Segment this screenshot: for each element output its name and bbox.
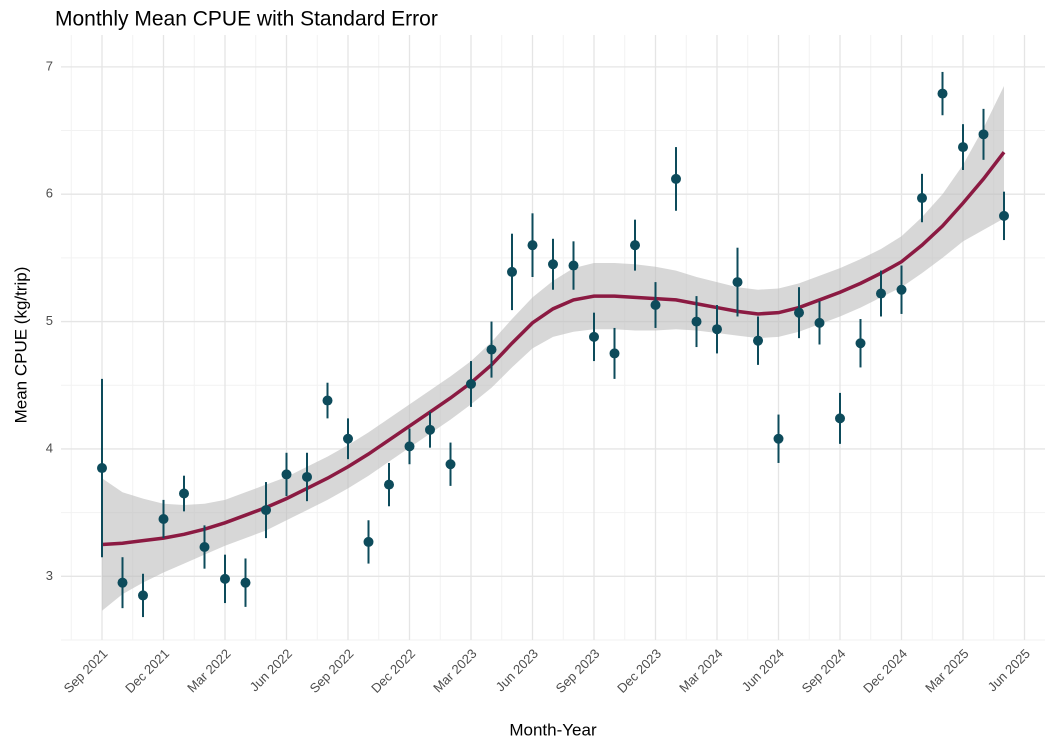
point [958, 142, 968, 153]
point [917, 193, 927, 204]
point [753, 335, 763, 346]
point [773, 433, 784, 444]
y-tick-label: 5 [46, 313, 53, 328]
point [404, 441, 415, 452]
point [158, 514, 169, 524]
point [732, 277, 743, 288]
point [876, 288, 886, 299]
point [220, 573, 230, 584]
point [240, 577, 251, 588]
fit-line [101, 151, 1006, 547]
point [199, 542, 210, 553]
x-tick-label: Dec 2024 [860, 646, 910, 696]
x-tick-label: Mar 2025 [922, 646, 971, 695]
x-tick-label: Jun 2025 [985, 646, 1033, 694]
x-axis-title: Month-Year [509, 720, 597, 739]
point [630, 240, 640, 251]
chart-title: Monthly Mean CPUE with Standard Error [55, 8, 438, 31]
point [999, 210, 1009, 221]
y-tick-label: 3 [46, 568, 53, 583]
point [261, 505, 271, 516]
x-tick-label: Sep 2021 [61, 646, 111, 696]
x-tick-label: Dec 2022 [368, 646, 418, 696]
point [609, 348, 620, 359]
point [650, 300, 661, 311]
point [117, 577, 128, 588]
x-tick-label: Dec 2021 [122, 646, 172, 696]
point [363, 536, 374, 547]
data [97, 71, 1009, 618]
point [302, 471, 312, 482]
x-tick-label: Sep 2024 [799, 646, 849, 696]
fit [101, 85, 1006, 611]
point [835, 413, 845, 424]
point [507, 266, 517, 277]
point [548, 259, 558, 270]
x-tick-label: Mar 2023 [430, 646, 479, 695]
point [97, 463, 107, 474]
x-tick-label: Mar 2024 [676, 646, 725, 695]
point [384, 479, 394, 490]
point [691, 316, 702, 327]
y-tick-label: 4 [46, 440, 53, 455]
point [671, 173, 681, 184]
x-tick-label: Jun 2024 [739, 646, 787, 694]
point [322, 395, 333, 406]
point [445, 459, 456, 470]
point [712, 324, 722, 335]
point [896, 284, 907, 295]
point [179, 488, 189, 499]
point [568, 260, 579, 271]
x-tick-label: Sep 2023 [553, 646, 603, 696]
y-tick-label: 7 [46, 58, 53, 73]
x-tick-label: Sep 2022 [307, 646, 357, 696]
point [425, 424, 435, 435]
point [138, 590, 148, 601]
point [486, 344, 497, 355]
x-tick-label: Dec 2023 [614, 646, 664, 696]
point [281, 469, 292, 480]
point [794, 307, 804, 318]
point [814, 317, 825, 328]
point [937, 88, 948, 99]
confidence-band [102, 85, 1004, 611]
point [527, 240, 538, 251]
y-tick-label: 6 [46, 186, 53, 201]
x-tick-label: Mar 2022 [184, 646, 233, 695]
point [343, 433, 353, 444]
point [978, 129, 989, 140]
x-tick-label: Jun 2023 [493, 646, 541, 694]
point [466, 378, 476, 389]
point [589, 331, 599, 342]
point [855, 338, 866, 349]
y-axis-title: Mean CPUE (kg/trip) [11, 267, 30, 424]
x-tick-label: Jun 2022 [247, 646, 295, 694]
